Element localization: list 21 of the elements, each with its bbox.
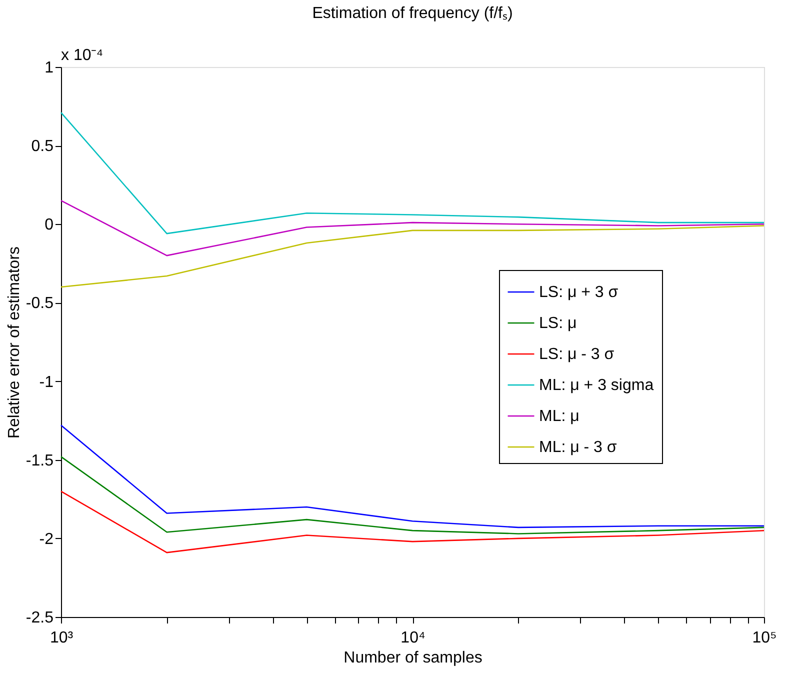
y-tick-label: -2.5 [26,610,54,626]
y-tick-label: -2 [39,530,54,548]
legend-label: LS: μ + 3 σ [539,284,618,301]
text: x 10⁻⁴ [61,47,104,64]
x-tick-label: 10³ [50,630,74,646]
x-tick-label: 10⁴ [400,630,426,646]
chart-title: Estimation of frequency (f/fₛ) [312,5,513,22]
x-axis-title: Number of samples [344,650,482,666]
y-tick-label: 0.5 [31,138,54,156]
y-tick-label: -0.5 [26,295,54,312]
y-axis-title: Relative error of estimators [6,246,23,439]
legend-label: LS: μ - 3 σ [539,346,614,363]
y-tick-label: -1 [39,374,54,391]
y-tick-label: -1.5 [26,452,54,470]
legend-label: ML: μ + 3 sigma [539,377,654,394]
legend-label: LS: μ [539,315,577,332]
y-tick-label: 1 [44,60,54,76]
y-tick-label: 0 [44,216,54,234]
x-tick-label: 10⁵ [752,630,777,646]
legend-label: ML: μ [539,408,580,425]
legend-label: ML: μ - 3 σ [539,439,617,456]
